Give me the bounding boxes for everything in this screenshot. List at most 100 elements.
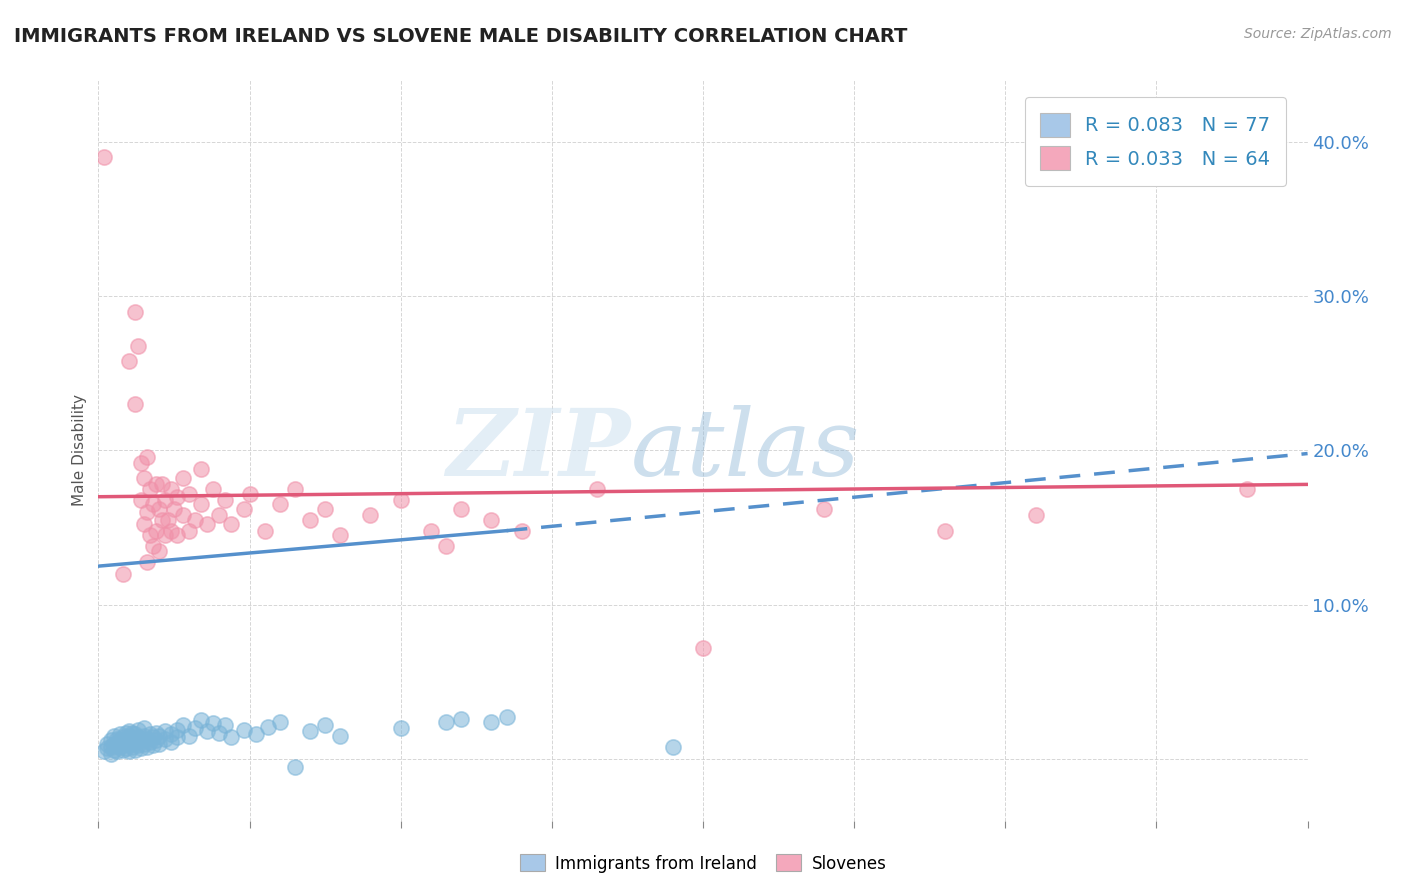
Point [148,502,170,516]
Point [329,528,352,542]
Legend: R = 0.083   N = 77, R = 0.033   N = 64: R = 0.083 N = 77, R = 0.033 N = 64 [1025,97,1285,186]
Point [166,731,188,745]
Point [481,513,503,527]
Point [269,498,291,512]
Point [127,731,149,745]
Point [179,524,201,538]
Point [179,486,201,500]
Point [111,566,134,581]
Point [145,725,167,739]
Point [139,727,162,741]
Point [132,737,155,751]
Point [121,739,143,754]
Point [153,528,176,542]
Point [214,718,236,732]
Point [105,731,128,746]
Point [245,727,267,741]
Text: ZIP: ZIP [446,406,630,495]
Point [124,735,146,749]
Point [142,539,165,553]
Point [103,742,125,756]
Point [172,508,194,523]
Point [127,338,149,352]
Point [389,721,412,735]
Point [114,733,136,747]
Point [139,482,162,496]
Point [190,714,212,728]
Point [108,733,131,747]
Point [100,733,122,747]
Point [153,724,176,739]
Text: Source: ZipAtlas.com: Source: ZipAtlas.com [1244,27,1392,41]
Point [114,741,136,756]
Point [142,738,165,752]
Point [135,731,157,746]
Point [166,528,188,542]
Point [190,498,212,512]
Point [434,539,457,553]
Point [129,492,152,507]
Point [692,640,714,655]
Point [100,747,122,762]
Point [118,737,141,751]
Point [150,513,173,527]
Point [190,462,212,476]
Point [360,508,382,523]
Point [221,517,243,532]
Point [160,482,183,496]
Point [93,150,115,164]
Point [132,729,155,743]
Point [135,505,157,519]
Point [586,482,609,496]
Point [108,727,131,741]
Point [132,471,155,485]
Point [93,744,115,758]
Text: atlas: atlas [630,406,860,495]
Point [420,524,443,538]
Point [105,738,128,752]
Point [172,718,194,732]
Point [145,733,167,747]
Point [314,502,336,516]
Point [481,714,503,729]
Point [124,397,146,411]
Point [118,729,141,743]
Point [139,735,162,749]
Point [105,744,128,758]
Point [100,739,122,754]
Point [96,737,118,751]
Point [142,731,165,745]
Point [111,742,134,756]
Point [96,741,118,756]
Point [103,729,125,743]
Point [114,725,136,739]
Point [389,492,412,507]
Point [127,723,149,737]
Point [232,723,254,737]
Point [934,524,956,538]
Point [208,508,231,523]
Point [195,724,218,739]
Point [156,513,179,527]
Y-axis label: Male Disability: Male Disability [72,394,87,507]
Point [184,513,207,527]
Point [269,714,291,729]
Point [179,729,201,743]
Point [153,731,176,746]
Point [239,486,262,500]
Point [1236,482,1258,496]
Point [813,502,835,516]
Point [124,742,146,756]
Point [1024,508,1046,523]
Point [299,724,322,739]
Point [450,502,472,516]
Point [129,741,152,756]
Legend: Immigrants from Ireland, Slovenes: Immigrants from Ireland, Slovenes [513,847,893,880]
Point [129,456,152,470]
Point [284,759,307,773]
Point [195,517,218,532]
Point [166,490,188,504]
Point [202,482,225,496]
Point [160,727,183,741]
Point [208,725,231,739]
